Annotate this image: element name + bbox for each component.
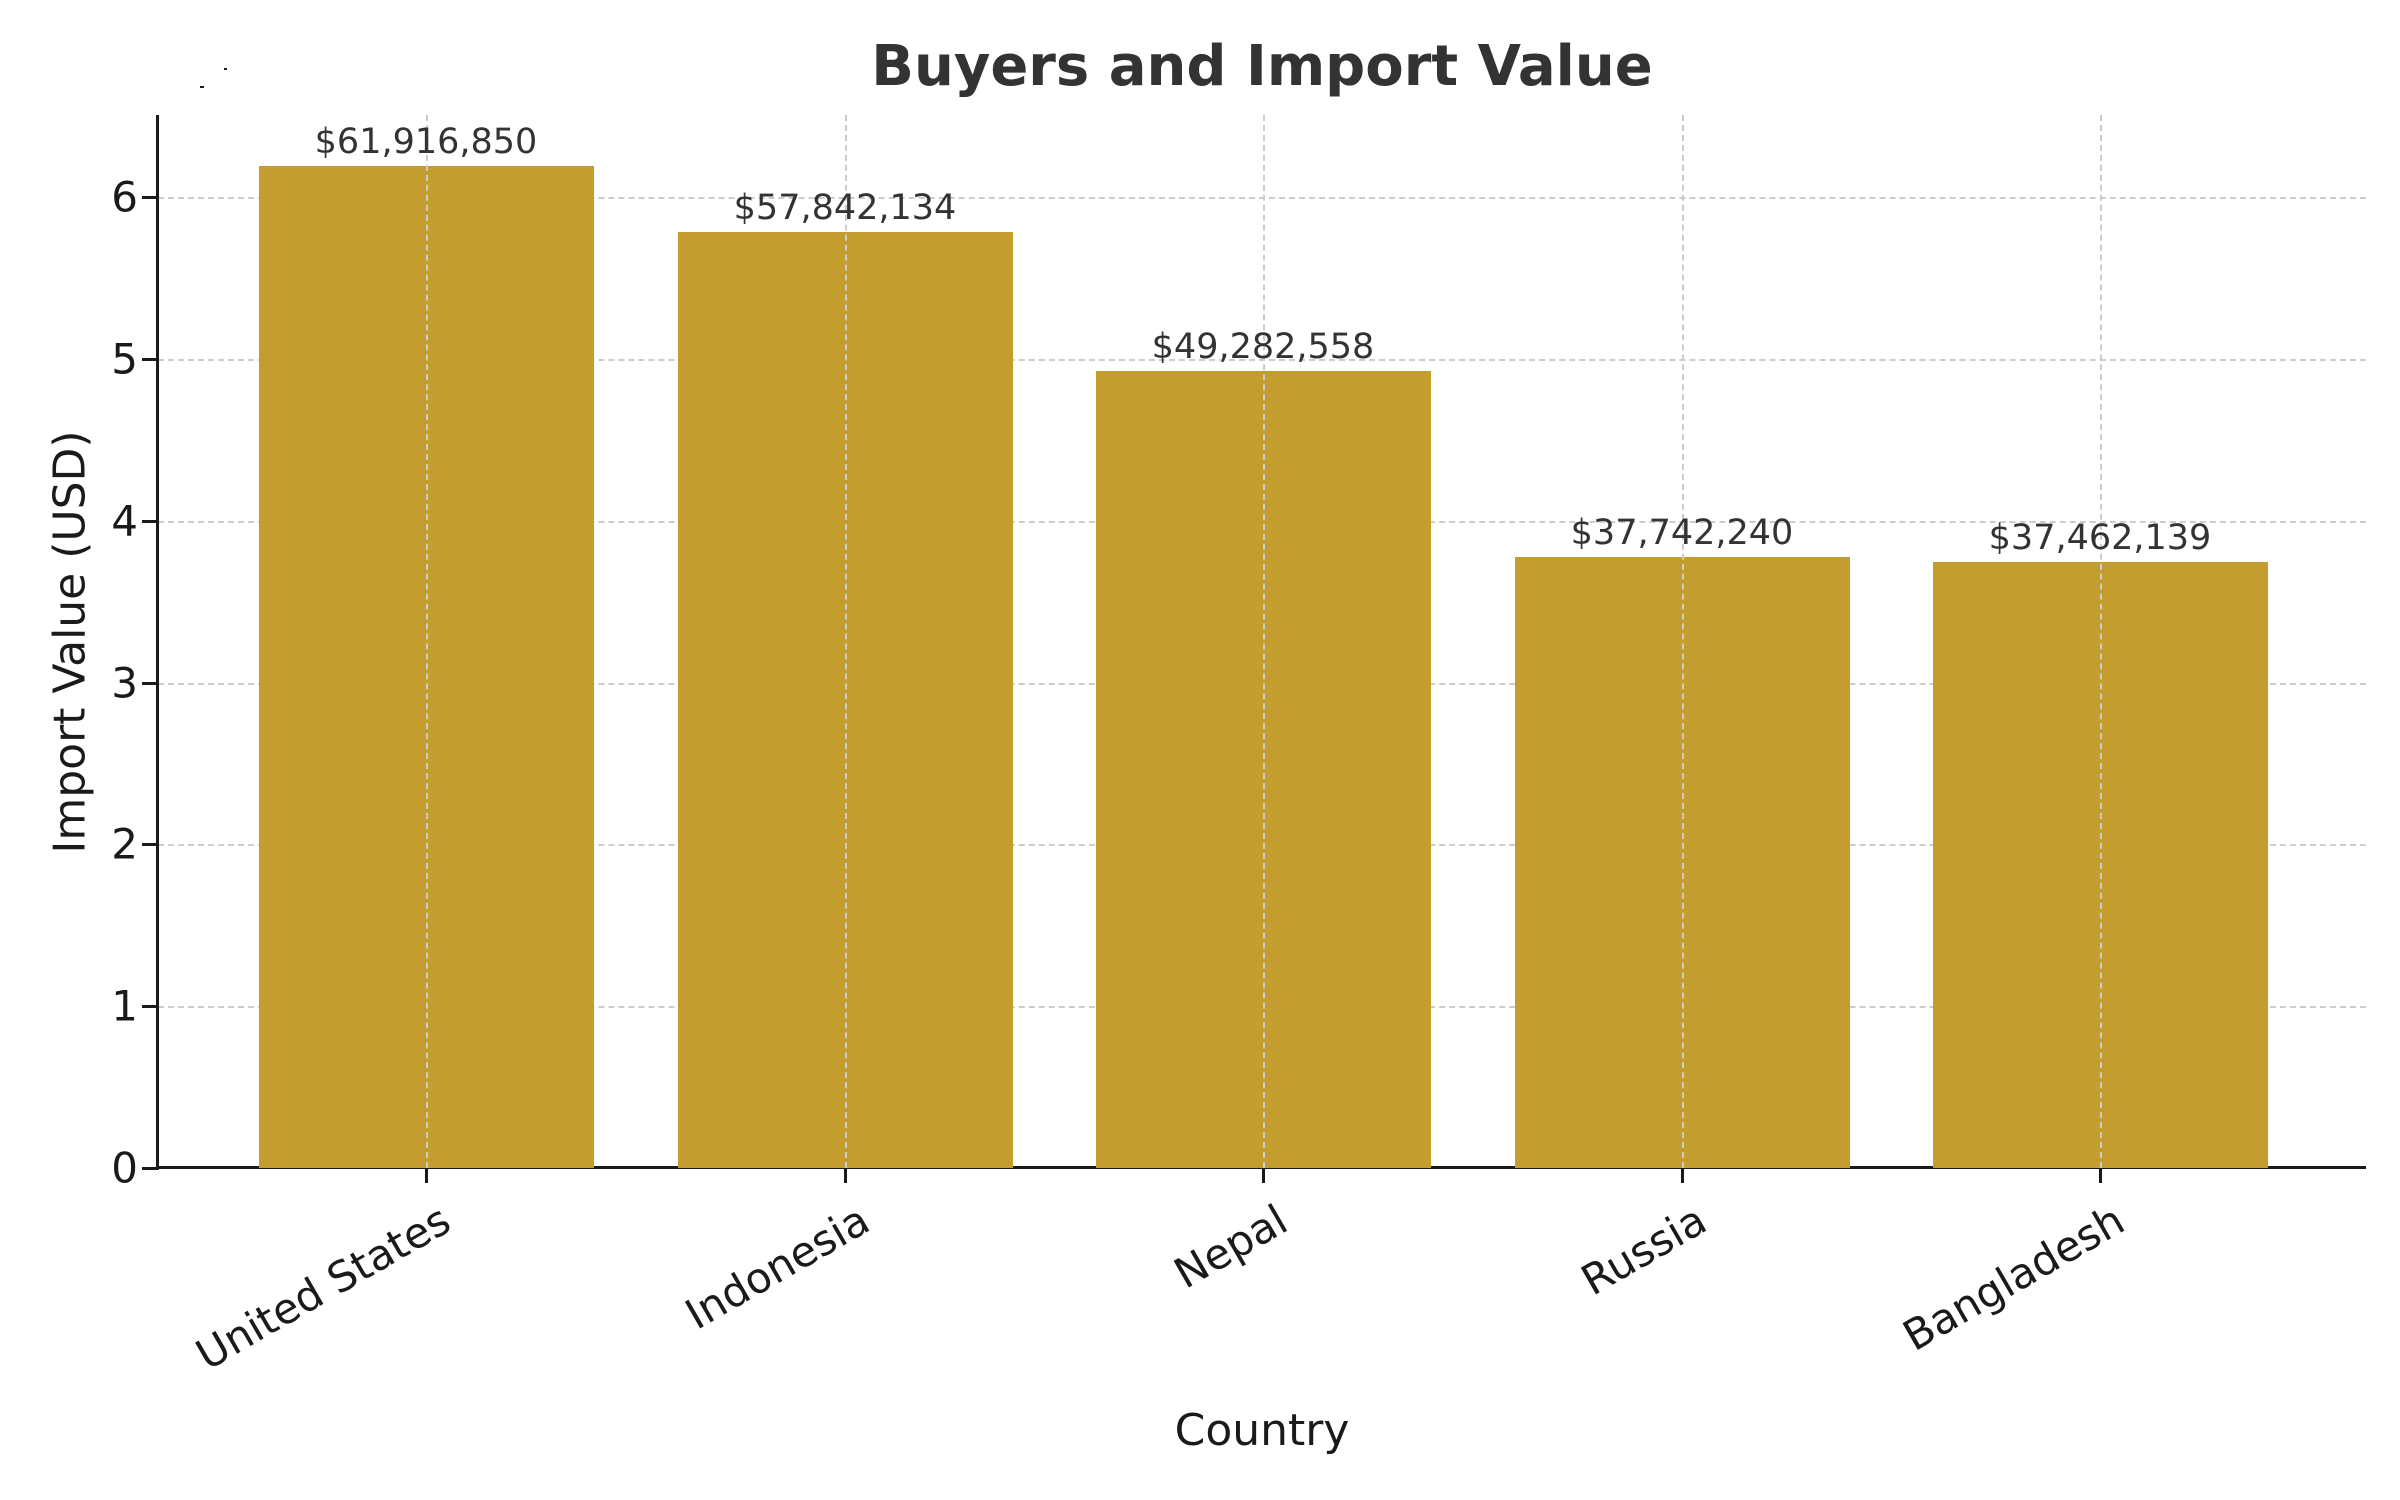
x-tick-label: Russia (1573, 1195, 1715, 1305)
y-tick-label: 6 (111, 172, 138, 222)
gridline-horizontal (158, 197, 2366, 200)
y-tick-mark (142, 1167, 157, 1170)
y-tick-mark (142, 196, 157, 200)
gridline-vertical (845, 115, 847, 1168)
gridline-vertical (426, 115, 428, 1168)
x-tick-mark (1681, 1168, 1684, 1183)
offset-text-fragment (200, 86, 204, 88)
bar-value-label: $37,742,240 (1570, 513, 1794, 554)
plot-area: $61,916,850 $57,842,134 $49,282,558 $37,742… (158, 115, 2366, 1168)
y-tick-label: 0 (111, 1143, 138, 1193)
y-axis-label: Import Value (USD) (44, 430, 96, 854)
x-tick-label: Nepal (1165, 1195, 1296, 1299)
offset-text-fragment (224, 68, 227, 70)
x-axis-label: Country (1174, 1405, 1350, 1456)
chart-title: Buyers and Import Value (871, 34, 1653, 99)
bar-value-label: $61,916,850 (314, 122, 538, 163)
y-axis-line (156, 115, 159, 1170)
x-tick-mark (1262, 1168, 1265, 1183)
x-tick-mark (2099, 1168, 2102, 1183)
y-tick-mark (142, 358, 157, 361)
gridline-vertical (1263, 115, 1265, 1168)
y-tick-label: 5 (111, 334, 138, 384)
gridline-vertical (2100, 115, 2102, 1168)
x-tick-mark (425, 1168, 428, 1183)
y-tick-mark (142, 681, 157, 685)
y-tick-mark (142, 1005, 157, 1009)
y-tick-label: 4 (111, 496, 138, 546)
bar-value-label: $37,462,139 (1988, 517, 2212, 558)
y-tick-label: 3 (111, 658, 138, 708)
y-tick-label: 2 (111, 819, 138, 869)
x-tick-mark (844, 1168, 847, 1183)
gridline-horizontal (158, 359, 2366, 361)
bar-value-label: $49,282,558 (1151, 326, 1375, 367)
y-tick-label: 1 (111, 981, 138, 1031)
bar-value-label: $57,842,134 (733, 188, 957, 229)
x-tick-label: Bangladesh (1894, 1195, 2133, 1361)
y-tick-mark (142, 843, 157, 847)
gridline-vertical (1682, 115, 1684, 1168)
x-tick-label: Indonesia (677, 1195, 878, 1339)
x-tick-label: United States (187, 1195, 459, 1380)
y-tick-mark (142, 519, 157, 523)
